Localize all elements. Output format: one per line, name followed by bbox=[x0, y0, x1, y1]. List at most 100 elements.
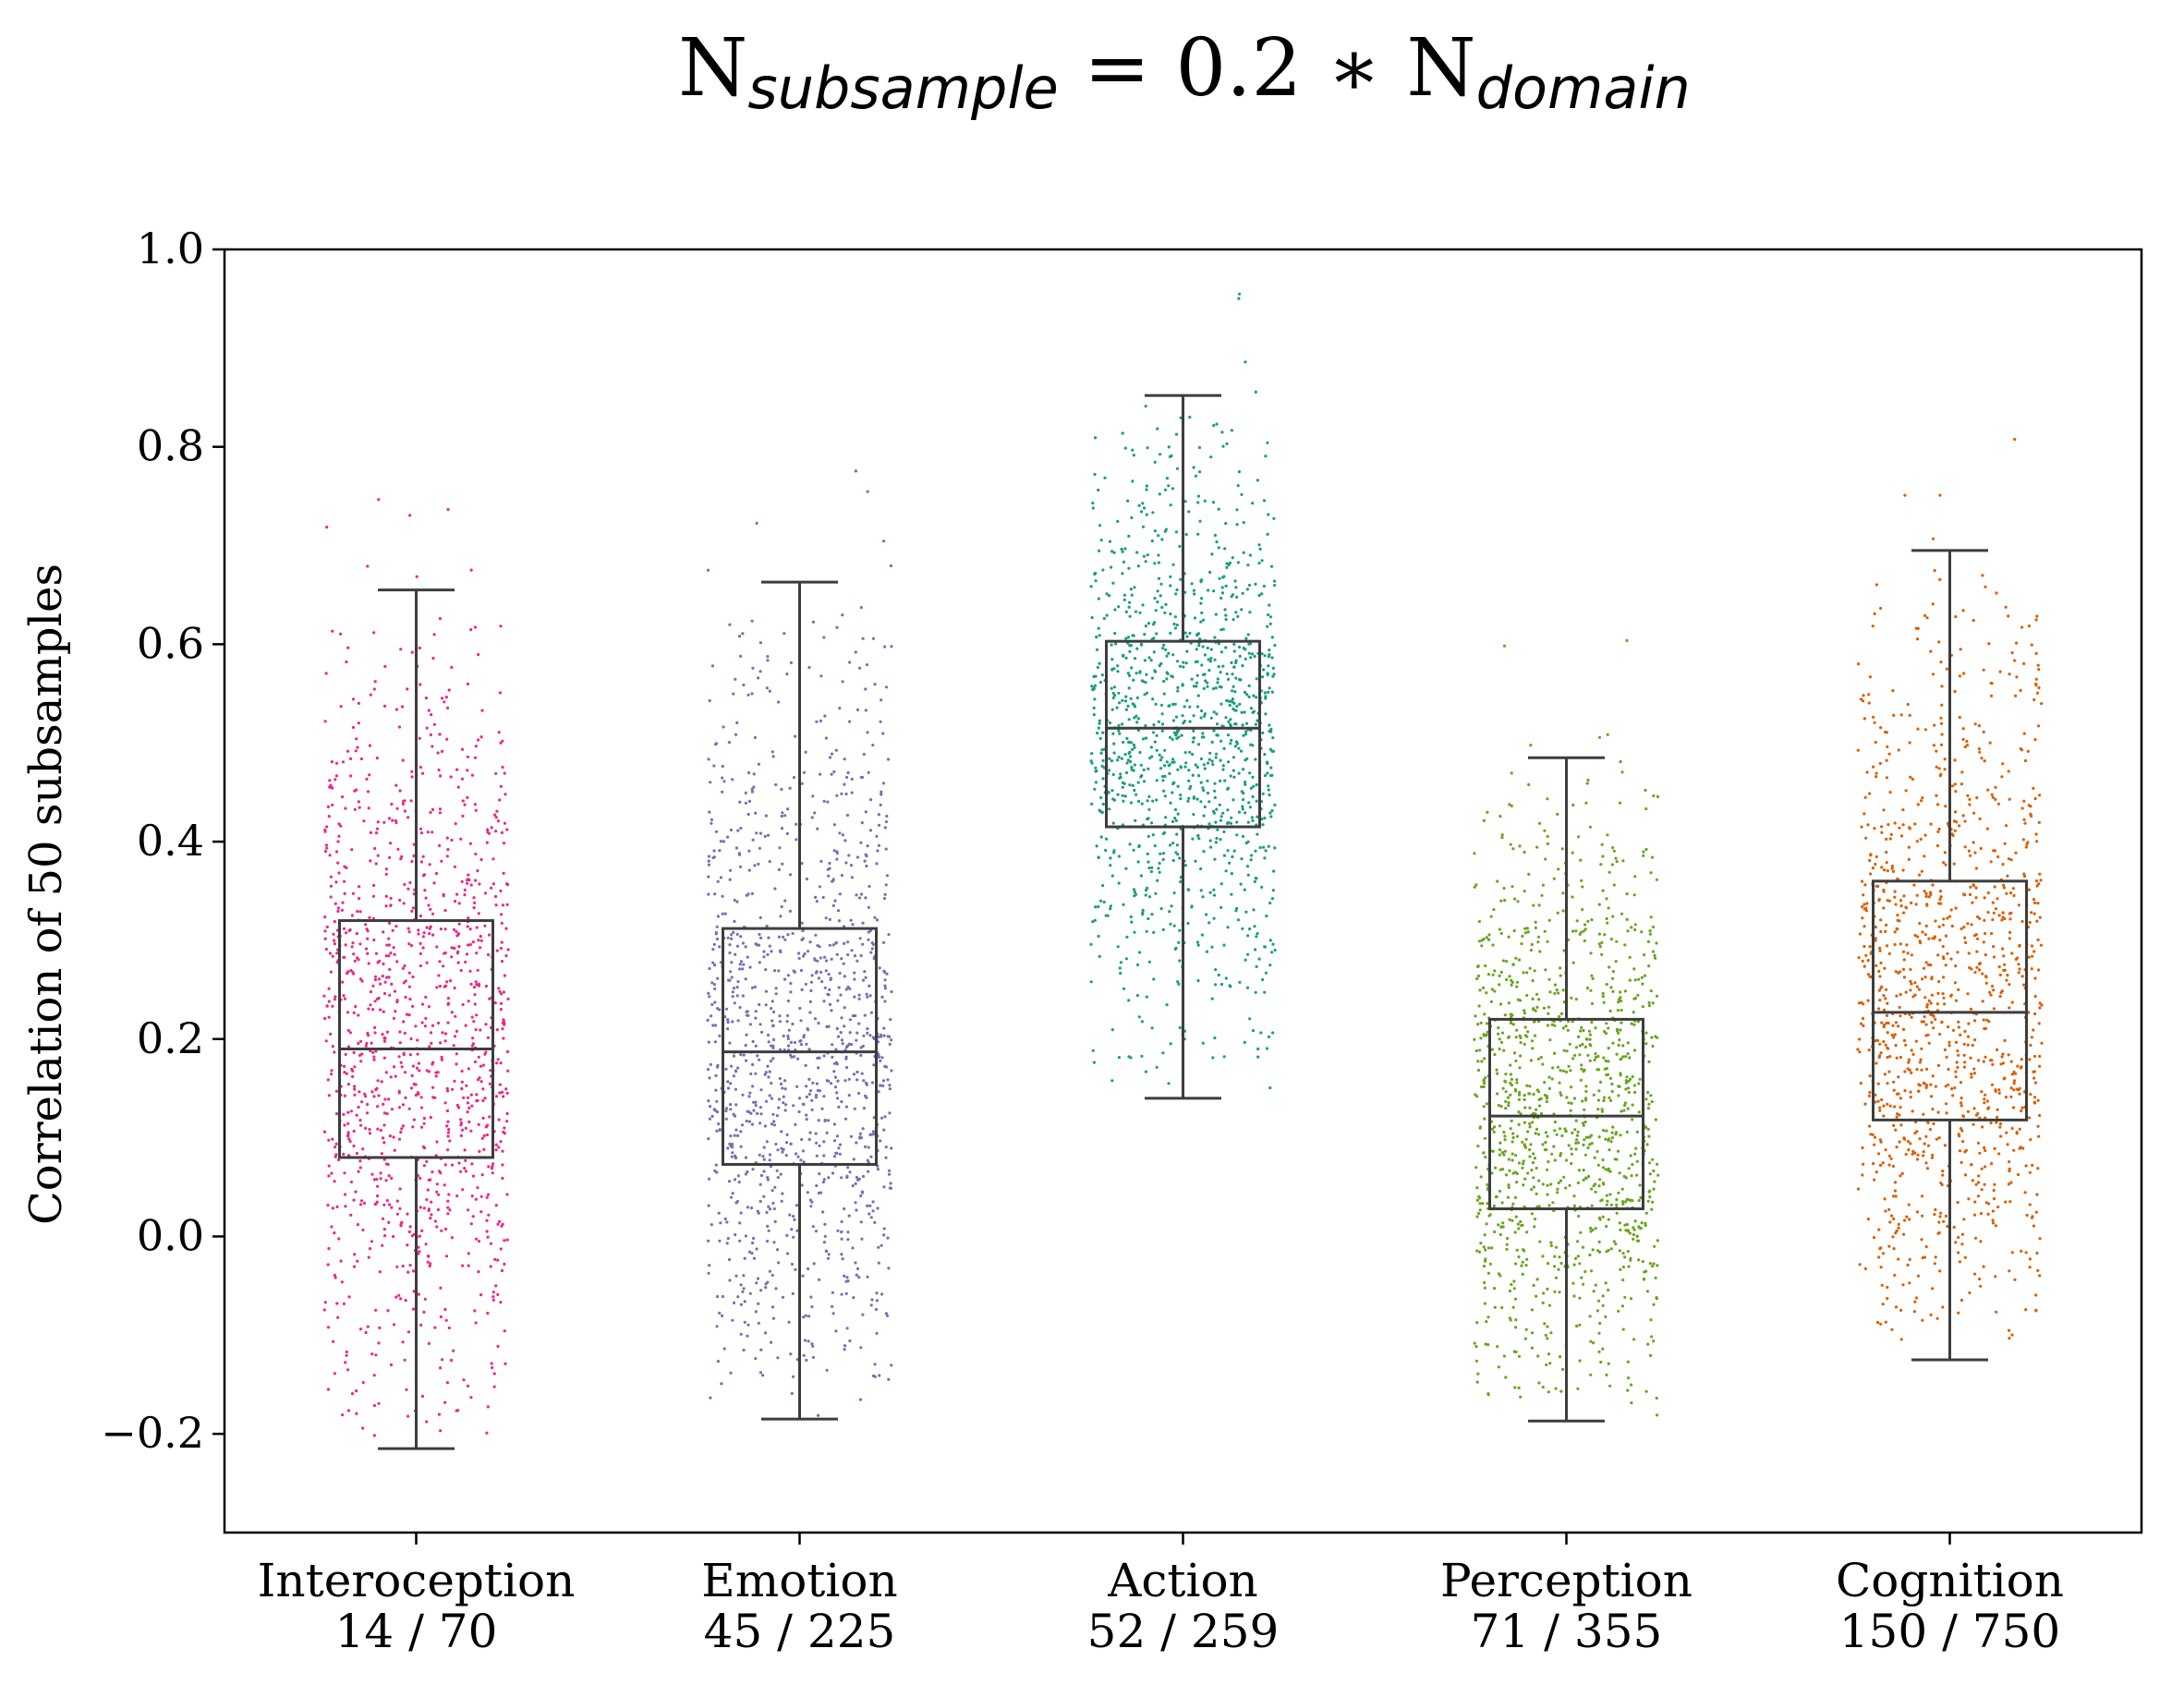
data-point bbox=[1219, 905, 1223, 910]
data-point bbox=[796, 1057, 800, 1061]
data-point bbox=[1880, 1097, 1884, 1102]
data-point bbox=[1110, 658, 1114, 661]
data-point bbox=[799, 1158, 803, 1162]
data-point bbox=[768, 944, 771, 948]
data-point bbox=[1171, 791, 1174, 794]
data-point bbox=[403, 1071, 407, 1074]
data-point bbox=[1152, 977, 1156, 981]
data-point bbox=[382, 1141, 386, 1145]
data-point bbox=[1096, 665, 1099, 670]
data-point bbox=[1621, 1044, 1625, 1048]
data-point bbox=[1097, 597, 1100, 600]
data-point bbox=[1133, 930, 1136, 934]
data-point bbox=[1478, 1125, 1482, 1129]
data-point bbox=[1235, 833, 1239, 837]
data-point bbox=[1098, 549, 1101, 552]
data-point bbox=[758, 932, 761, 937]
data-point bbox=[1528, 1122, 1532, 1126]
data-point bbox=[766, 952, 770, 956]
data-point bbox=[723, 912, 727, 915]
data-point bbox=[499, 1008, 504, 1012]
data-point bbox=[1163, 529, 1167, 533]
data-point bbox=[843, 1207, 846, 1211]
data-point bbox=[382, 1056, 386, 1060]
data-point bbox=[1214, 983, 1218, 987]
data-point bbox=[1246, 840, 1250, 843]
data-point bbox=[347, 1137, 351, 1141]
data-point bbox=[750, 619, 754, 623]
data-point bbox=[804, 1063, 807, 1067]
data-point bbox=[1146, 852, 1149, 856]
data-point bbox=[805, 1085, 808, 1088]
data-point bbox=[746, 1170, 749, 1174]
data-point bbox=[1891, 1164, 1896, 1169]
data-point bbox=[1138, 951, 1142, 954]
data-point bbox=[427, 1178, 431, 1182]
data-point bbox=[1121, 698, 1124, 702]
data-point bbox=[441, 1031, 444, 1035]
data-point bbox=[366, 929, 370, 933]
data-point bbox=[1576, 1130, 1580, 1133]
data-point bbox=[410, 770, 414, 773]
data-point bbox=[1245, 588, 1249, 591]
data-point bbox=[762, 1158, 766, 1161]
data-point bbox=[1620, 770, 1624, 774]
data-point bbox=[398, 789, 402, 793]
data-point bbox=[2010, 651, 2014, 655]
data-point bbox=[417, 1245, 420, 1249]
data-point bbox=[1539, 1097, 1543, 1100]
data-point bbox=[1535, 1005, 1539, 1009]
data-point bbox=[1614, 856, 1618, 860]
data-point bbox=[1271, 1031, 1275, 1035]
data-point bbox=[1655, 878, 1658, 881]
data-point bbox=[1570, 996, 1573, 1000]
data-point bbox=[1160, 712, 1164, 716]
data-point bbox=[835, 625, 839, 629]
data-point bbox=[459, 1133, 463, 1137]
data-point bbox=[1510, 1119, 1513, 1122]
data-point bbox=[744, 801, 748, 805]
data-point bbox=[1919, 799, 1923, 803]
data-point bbox=[460, 1069, 464, 1073]
data-point bbox=[879, 803, 882, 807]
data-point bbox=[491, 857, 495, 861]
data-point bbox=[824, 959, 829, 963]
data-point bbox=[849, 1134, 854, 1138]
data-point bbox=[474, 745, 479, 748]
data-point bbox=[1145, 488, 1148, 491]
data-point bbox=[782, 1034, 785, 1038]
data-point bbox=[1507, 1101, 1511, 1105]
data-point bbox=[1200, 735, 1204, 739]
data-point bbox=[1984, 975, 1988, 978]
data-point bbox=[354, 1190, 358, 1194]
data-point bbox=[1175, 843, 1179, 847]
data-point bbox=[1209, 716, 1213, 720]
data-point bbox=[494, 1143, 498, 1146]
data-point bbox=[1266, 771, 1269, 775]
data-point bbox=[408, 514, 412, 517]
data-point bbox=[1515, 1028, 1519, 1032]
data-point bbox=[1921, 796, 1924, 800]
data-point bbox=[1511, 1023, 1515, 1026]
data-point bbox=[1179, 879, 1183, 884]
data-point bbox=[1541, 1143, 1545, 1146]
data-point bbox=[1094, 436, 1098, 440]
data-point bbox=[1517, 1354, 1521, 1358]
data-point bbox=[392, 1135, 395, 1139]
data-point bbox=[365, 1041, 369, 1046]
data-point bbox=[726, 835, 730, 839]
data-point bbox=[800, 1137, 804, 1142]
data-point bbox=[1126, 499, 1130, 503]
data-point bbox=[1610, 863, 1614, 867]
data-point bbox=[1156, 600, 1159, 604]
data-point bbox=[1158, 861, 1161, 866]
data-point bbox=[1235, 704, 1239, 709]
data-point bbox=[1233, 579, 1237, 583]
data-point bbox=[1499, 1225, 1503, 1229]
data-point bbox=[492, 1385, 496, 1388]
data-point bbox=[387, 1220, 391, 1224]
data-point bbox=[350, 848, 354, 852]
data-point bbox=[865, 1096, 868, 1099]
data-point bbox=[1499, 1040, 1504, 1044]
data-point bbox=[1562, 949, 1566, 952]
